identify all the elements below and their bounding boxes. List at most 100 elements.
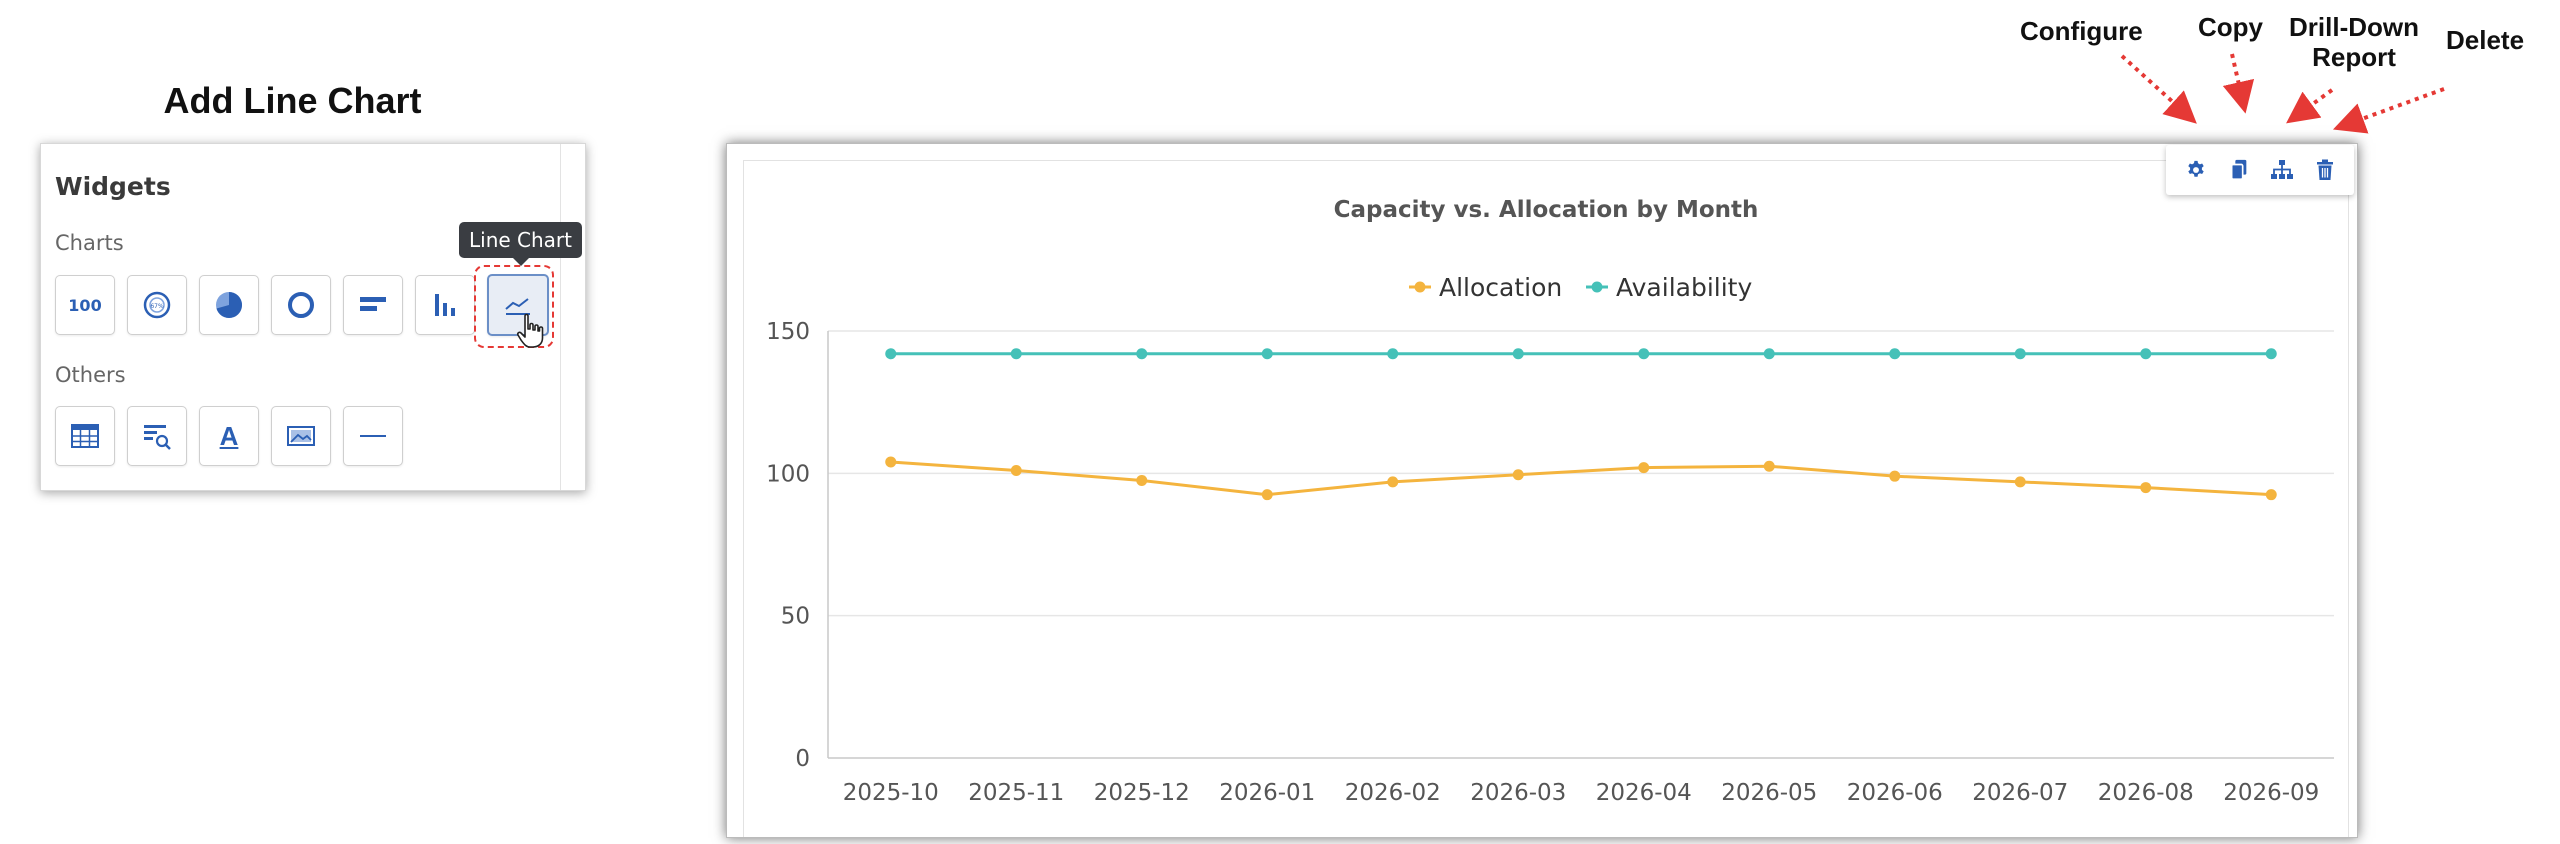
data-point-allocation	[1763, 460, 1775, 472]
x-tick-label: 2025-11	[968, 780, 1064, 806]
x-tick-label: 2026-03	[1470, 780, 1566, 806]
hierarchy-icon	[2270, 160, 2293, 179]
pie-chart-tile[interactable]	[199, 275, 259, 335]
series-line-allocation	[890, 460, 2272, 497]
data-point-allocation	[1387, 476, 1399, 488]
x-tick-label: 2026-02	[1345, 780, 1441, 806]
data-point-availability	[1136, 348, 1148, 360]
line-chart-selection-highlight	[474, 265, 554, 348]
widget-toolbar	[2166, 145, 2354, 195]
x-tick-label: 2026-04	[1596, 780, 1692, 806]
widgets-panel-title: Widgets	[55, 172, 171, 201]
configure-arrow	[2120, 54, 2197, 124]
x-tick-label: 2025-10	[843, 780, 939, 806]
x-tick-label: 2025-12	[1094, 780, 1190, 806]
image-tile[interactable]	[271, 406, 331, 466]
data-point-availability	[1010, 348, 1022, 360]
table-icon	[71, 424, 99, 448]
text-icon: A	[219, 420, 239, 451]
search-list-icon	[144, 425, 171, 450]
data-point-allocation	[1512, 469, 1524, 481]
data-point-allocation	[2140, 482, 2152, 494]
x-tick-label: 2026-01	[1219, 780, 1315, 806]
donut-chart-icon	[288, 292, 314, 318]
gauge-icon: 67%	[143, 291, 171, 319]
trash-icon	[2316, 159, 2333, 180]
x-tick-label: 2026-07	[1972, 780, 2068, 806]
legend-marker-allocation	[1414, 281, 1426, 293]
data-point-allocation	[1889, 470, 1901, 482]
number-widget-tile[interactable]: 100	[55, 275, 115, 335]
copy-callout: Copy	[2198, 12, 2263, 42]
data-point-allocation	[2265, 489, 2277, 501]
copy-arrow	[2222, 53, 2255, 114]
data-point-allocation	[1638, 462, 1650, 474]
drill-down-report-button[interactable]	[2265, 153, 2299, 187]
legend-label-availability: Availability	[1616, 273, 1752, 302]
data-point-availability	[885, 348, 897, 360]
others-group-label: Others	[55, 363, 126, 387]
chart-card: Capacity vs. Allocation by Month 0 50 100 1…	[743, 160, 2349, 837]
data-point-availability	[1763, 348, 1775, 360]
text-tile[interactable]: A	[199, 406, 259, 466]
legend-label-allocation: Allocation	[1439, 273, 1562, 302]
chart-title: Capacity vs. Allocation by Month	[1333, 197, 1759, 223]
delete-arrow	[2332, 87, 2445, 134]
legend-marker-availability	[1591, 281, 1603, 293]
divider-icon	[360, 435, 386, 437]
donut-chart-tile[interactable]	[271, 275, 331, 335]
data-point-availability	[1638, 348, 1650, 360]
gauge-chart-tile[interactable]: 67%	[127, 275, 187, 335]
line-chart-widget[interactable]: Capacity vs. Allocation by Month 0 50 100 1…	[726, 143, 2358, 838]
pie-chart-icon	[216, 292, 243, 318]
table-tile[interactable]	[55, 406, 115, 466]
data-point-availability	[1261, 348, 1273, 360]
delete-callout: Delete	[2446, 25, 2525, 55]
number-widget-icon: 100	[68, 295, 102, 315]
data-point-availability	[1889, 348, 1901, 360]
drill-down-arrow	[2286, 88, 2334, 124]
vertical-bar-chart-tile[interactable]	[415, 275, 475, 335]
data-point-allocation	[1261, 489, 1273, 501]
panel-scroll-edge	[560, 144, 561, 490]
line-chart: 0 50 100 150 2025-10 2025-11 2025-12 2026-01 202…	[766, 273, 2334, 806]
x-tick-label: 2026-08	[2098, 780, 2194, 806]
y-tick-label: 150	[766, 319, 810, 345]
configure-callout: Configure	[2020, 16, 2143, 46]
gauge-icon-text: 67%	[150, 303, 164, 310]
y-tick-label: 50	[781, 604, 810, 630]
copy-icon	[2230, 159, 2246, 180]
drill-down-report-callout: Drill-Down Report	[2289, 12, 2419, 72]
data-point-allocation	[1010, 464, 1022, 476]
widgets-panel: Widgets Charts 100 67%	[40, 143, 586, 491]
data-point-availability	[2140, 348, 2152, 360]
data-point-allocation	[1136, 474, 1148, 486]
data-point-availability	[1512, 348, 1524, 360]
image-icon	[287, 426, 315, 446]
vertical-bar-chart-icon	[435, 294, 455, 316]
x-tick-label: 2026-05	[1721, 780, 1817, 806]
configure-button[interactable]	[2179, 153, 2213, 187]
y-tick-label: 100	[766, 461, 810, 487]
data-point-availability	[2014, 348, 2026, 360]
data-point-availability	[1387, 348, 1399, 360]
data-point-allocation	[885, 456, 897, 468]
data-point-allocation	[2014, 476, 2026, 488]
delete-button[interactable]	[2308, 153, 2342, 187]
line-chart-tooltip: Line Chart	[459, 222, 582, 266]
search-list-tile[interactable]	[127, 406, 187, 466]
x-tick-label: 2026-06	[1847, 780, 1943, 806]
gear-icon	[2187, 160, 2204, 177]
y-tick-label: 0	[795, 746, 810, 772]
add-line-chart-heading: Add Line Chart	[163, 80, 422, 121]
x-tick-label: 2026-09	[2223, 780, 2319, 806]
line-chart-tile[interactable]	[487, 274, 549, 336]
charts-group-label: Charts	[55, 231, 124, 255]
horizontal-bar-chart-tile[interactable]	[343, 275, 403, 335]
horizontal-bar-chart-icon	[360, 297, 386, 311]
copy-button[interactable]	[2222, 153, 2256, 187]
hand-cursor-icon	[516, 313, 544, 348]
divider-tile[interactable]	[343, 406, 403, 466]
data-point-availability	[2265, 348, 2277, 360]
